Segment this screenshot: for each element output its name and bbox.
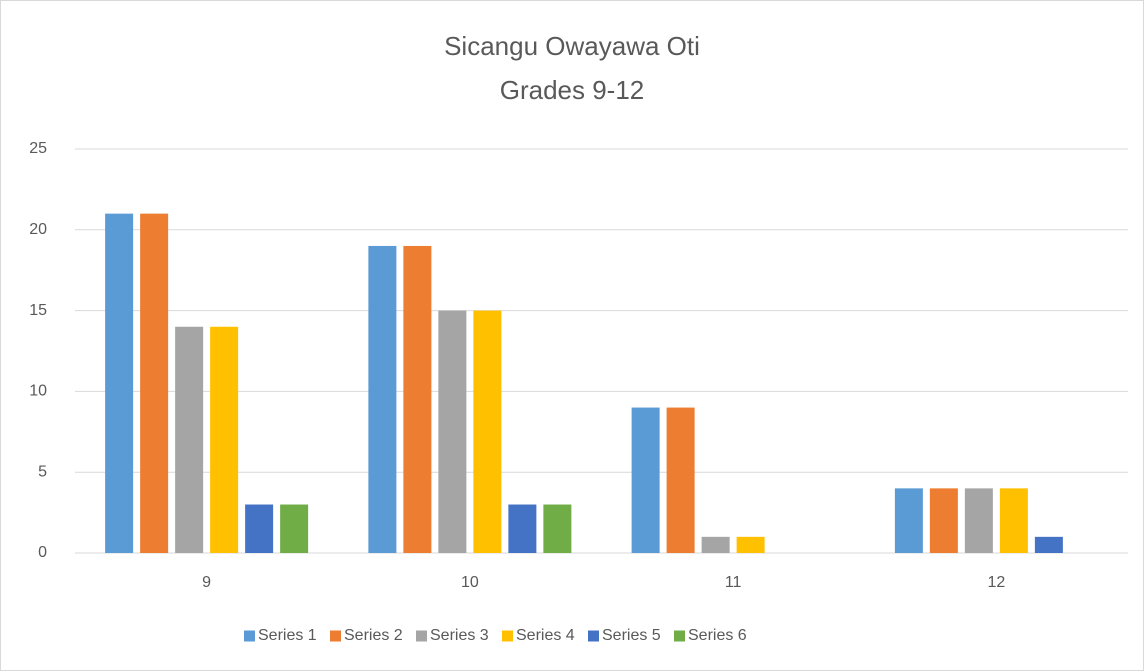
legend-label: Series 5 [602,627,661,644]
bar [140,213,169,553]
bar [964,488,993,553]
bar [701,536,730,553]
bar [368,245,397,553]
legend-swatch [416,630,427,642]
bar [631,407,660,553]
bar [736,536,765,553]
bar [175,326,204,553]
x-tick-label: 10 [461,574,479,591]
bar [280,504,309,553]
legend-swatch [244,630,255,642]
bar [210,326,239,553]
y-tick-label: 10 [29,383,47,400]
bar [438,310,467,553]
bar [929,488,958,553]
x-tick-label: 12 [987,574,1005,591]
y-tick-label: 5 [38,463,47,480]
bar [1034,536,1063,553]
bar [105,213,134,553]
bar [508,504,537,553]
bar [245,504,274,553]
legend-label: Series 4 [516,627,575,644]
y-tick-label: 20 [29,221,47,238]
y-tick-label: 25 [29,140,47,157]
chart-title: Sicangu Owayawa Oti [444,31,700,61]
y-tick-label: 0 [38,544,47,561]
legend-swatch [330,630,341,642]
bar [999,488,1028,553]
bar [894,488,923,553]
legend-swatch [588,630,599,642]
bar [473,310,502,553]
legend-label: Series 1 [258,627,317,644]
bar [543,504,572,553]
legend-swatch [674,630,685,642]
legend-swatch [502,630,513,642]
x-tick-label: 11 [725,574,742,591]
y-tick-label: 15 [29,302,47,319]
x-tick-label: 9 [202,574,211,591]
legend-label: Series 2 [344,627,403,644]
bar [403,245,432,553]
legend-label: Series 3 [430,627,489,644]
legend-label: Series 6 [688,627,747,644]
chart-subtitle: Grades 9-12 [500,75,645,105]
bar [666,407,695,553]
